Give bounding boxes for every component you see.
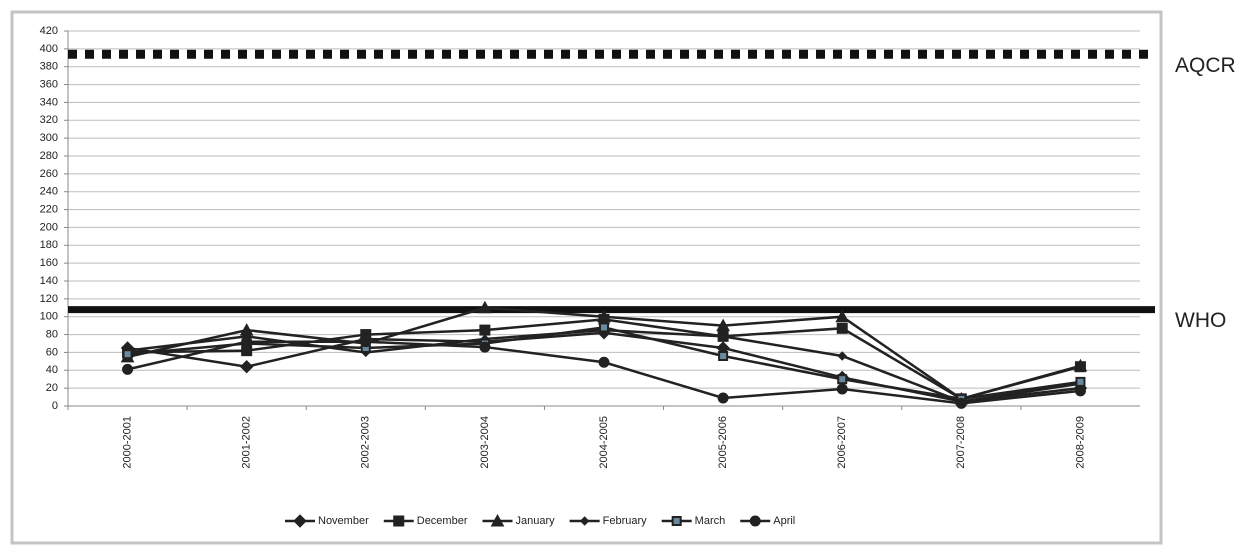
x-tick-label: 2001-2002 [241, 416, 253, 469]
marker [718, 351, 729, 361]
y-tick-label: 380 [40, 61, 58, 73]
y-tick-label: 340 [40, 96, 58, 108]
marker [598, 356, 610, 368]
x-tick-label: 2002-2003 [360, 416, 372, 469]
marker [360, 336, 372, 348]
x-tick-label: 2006-2007 [836, 416, 848, 469]
x-tick-label: 2003-2004 [479, 416, 491, 469]
marker [717, 392, 729, 404]
legend-item: February [569, 515, 648, 527]
marker [293, 514, 307, 528]
marker [599, 322, 609, 333]
y-tick-label: 140 [40, 275, 58, 287]
marker [671, 516, 682, 526]
legend-label: December [417, 515, 468, 527]
y-tick-label: 100 [40, 311, 58, 323]
series [122, 336, 1086, 409]
marker [479, 341, 491, 353]
reference-label: AQCR [1175, 54, 1236, 77]
y-tick-label: 120 [40, 293, 58, 305]
legend-label: January [516, 515, 556, 527]
marker [1074, 385, 1086, 397]
marker [837, 374, 848, 385]
y-tick-label: 20 [46, 382, 58, 394]
marker [716, 318, 730, 332]
reference-label: WHO [1175, 309, 1226, 332]
marker [749, 515, 761, 527]
y-tick-label: 420 [40, 25, 58, 37]
marker [579, 516, 590, 526]
marker [122, 363, 134, 375]
marker [122, 349, 133, 360]
legend-label: February [603, 515, 648, 527]
y-tick-label: 400 [40, 43, 58, 55]
y-tick-label: 80 [46, 328, 58, 340]
marker [1075, 376, 1086, 387]
legend-label: April [773, 515, 795, 527]
marker [478, 300, 492, 314]
legend-item: November [285, 514, 369, 528]
marker [955, 397, 967, 409]
y-tick-label: 0 [52, 400, 58, 412]
marker [835, 309, 850, 323]
y-tick-label: 300 [40, 132, 58, 144]
y-tick-label: 200 [40, 221, 58, 233]
y-tick-label: 260 [40, 168, 58, 180]
legend-label: March [695, 515, 726, 527]
y-tick-label: 320 [40, 114, 58, 126]
chart-frame [10, 10, 1163, 545]
marker [490, 513, 505, 527]
x-tick-label: 2005-2006 [717, 416, 729, 469]
y-tick-label: 60 [46, 346, 58, 358]
legend-item: April [740, 515, 795, 527]
y-tick-label: 220 [40, 203, 58, 215]
y-tick-label: 280 [40, 150, 58, 162]
legend-item: January [482, 513, 556, 527]
y-tick-label: 160 [40, 257, 58, 269]
x-tick-label: 2000-2001 [121, 416, 133, 469]
y-tick-label: 240 [40, 186, 58, 198]
x-tick-label: 2004-2005 [598, 416, 610, 469]
marker [479, 324, 491, 336]
marker [836, 322, 848, 334]
marker [837, 351, 847, 361]
marker [239, 360, 254, 374]
marker [393, 515, 405, 527]
legend-item: December [383, 515, 468, 527]
y-tick-label: 360 [40, 78, 58, 90]
x-tick-label: 2008-2009 [1074, 416, 1086, 469]
legend-item: March [661, 515, 726, 527]
legend-label: November [318, 515, 369, 527]
marker [241, 336, 253, 348]
x-tick-label: 2007-2008 [955, 416, 967, 469]
marker [597, 309, 611, 323]
y-tick-label: 40 [46, 364, 58, 376]
marker [1073, 358, 1088, 372]
marker [836, 383, 848, 395]
y-tick-label: 180 [40, 239, 58, 251]
marker [718, 331, 728, 342]
